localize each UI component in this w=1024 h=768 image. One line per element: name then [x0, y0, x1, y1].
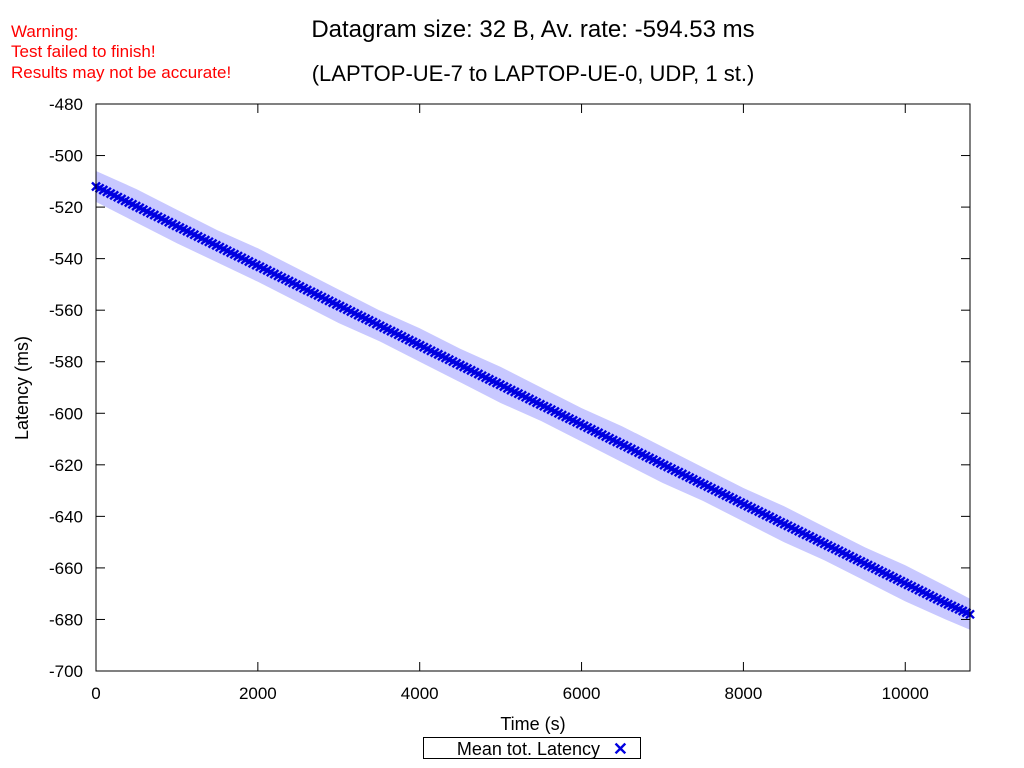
data-marker-layer: [91, 181, 975, 620]
y-tick-label: -580: [49, 353, 83, 372]
x-tick-label: 10000: [882, 684, 929, 703]
warning-message-accuracy: Results may not be accurate!: [11, 63, 232, 82]
plot-frame: [95, 103, 971, 672]
y-tick-label: -700: [49, 662, 83, 681]
y-tick-label: -660: [49, 559, 83, 578]
chart-subtitle: (LAPTOP-UE-7 to LAPTOP-UE-0, UDP, 1 st.): [311, 61, 755, 86]
y-tick-label: -520: [49, 198, 83, 217]
x-tick-label: 4000: [401, 684, 439, 703]
legend-cross-marker-icon: ✕: [612, 739, 628, 759]
x-tick-label: 6000: [563, 684, 601, 703]
y-tick-label: -640: [49, 507, 83, 526]
y-tick-label: -560: [49, 301, 83, 320]
chart-title: Datagram size: 32 B, Av. rate: -594.53 m…: [311, 16, 755, 43]
x-tick-label: 8000: [724, 684, 762, 703]
axis-tick-layer: -480 -500 -520 -540 -560 -580 -600 -620 -640 -660…: [49, 95, 970, 703]
y-tick-label: -680: [49, 610, 83, 629]
y-tick-label: -500: [49, 147, 83, 166]
y-tick-label: -540: [49, 250, 83, 269]
y-tick-label: -600: [49, 404, 83, 423]
warning-label: Warning:: [11, 22, 79, 41]
legend: Mean tot. Latency ✕: [423, 737, 641, 759]
warning-message-failed: Test failed to finish!: [11, 42, 156, 61]
legend-series-label: Mean tot. Latency: [456, 739, 600, 759]
x-tick-label: 2000: [239, 684, 277, 703]
x-tick-label: 0: [91, 684, 100, 703]
y-axis-label: Latency (ms): [12, 336, 32, 440]
x-axis-label: Time (s): [500, 714, 565, 734]
y-tick-label: -620: [49, 456, 83, 475]
y-tick-label: -480: [49, 95, 83, 114]
